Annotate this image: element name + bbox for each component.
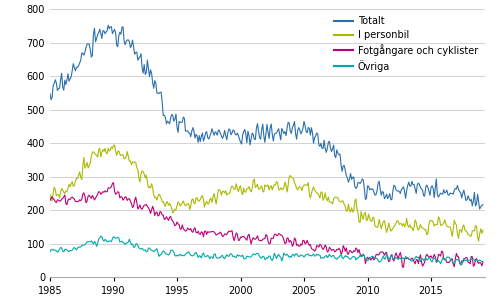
Övriga <box>420 257 426 260</box>
Line: Totalt: Totalt <box>50 25 483 209</box>
I personbil <box>227 191 233 195</box>
Övriga <box>458 263 464 267</box>
I personbil <box>128 163 134 167</box>
I personbil <box>47 193 53 197</box>
Fotgångare och cyklister <box>422 260 428 264</box>
Totalt <box>105 23 111 27</box>
Totalt <box>476 207 482 211</box>
Fotgångare och cyklister <box>47 198 53 202</box>
Fotgångare och cyklister <box>128 202 134 205</box>
Övriga <box>218 256 224 260</box>
Totalt <box>420 188 426 192</box>
Totalt <box>128 43 134 47</box>
Övriga <box>47 250 53 254</box>
I personbil <box>420 226 426 230</box>
Totalt <box>480 203 486 207</box>
Fotgångare och cyklister <box>480 261 486 264</box>
I personbil <box>420 227 426 230</box>
Övriga <box>58 246 64 249</box>
Övriga <box>227 253 233 256</box>
I personbil <box>480 228 486 232</box>
Totalt <box>218 132 224 135</box>
Line: Övriga: Övriga <box>50 236 483 265</box>
I personbil <box>476 239 482 243</box>
Fotgångare och cyklister <box>420 262 426 266</box>
Övriga <box>420 259 426 262</box>
Totalt <box>47 92 53 95</box>
Fotgångare och cyklister <box>58 199 64 203</box>
Legend: Totalt, I personbil, Fotgångare och cyklister, Övriga: Totalt, I personbil, Fotgångare och cykl… <box>332 14 480 74</box>
Fotgångare och cyklister <box>218 230 224 234</box>
Line: Fotgångare och cyklister: Fotgångare och cyklister <box>50 183 483 267</box>
I personbil <box>218 189 224 193</box>
Totalt <box>58 78 64 82</box>
Totalt <box>227 128 233 132</box>
Fotgångare och cyklister <box>227 230 233 233</box>
I personbil <box>112 143 117 147</box>
Övriga <box>98 234 104 238</box>
Fotgångare och cyklister <box>110 181 116 184</box>
Line: I personbil: I personbil <box>50 145 483 241</box>
Övriga <box>480 260 486 263</box>
Fotgångare och cyklister <box>400 265 406 269</box>
I personbil <box>58 190 64 194</box>
Övriga <box>128 243 134 246</box>
Totalt <box>420 194 426 197</box>
